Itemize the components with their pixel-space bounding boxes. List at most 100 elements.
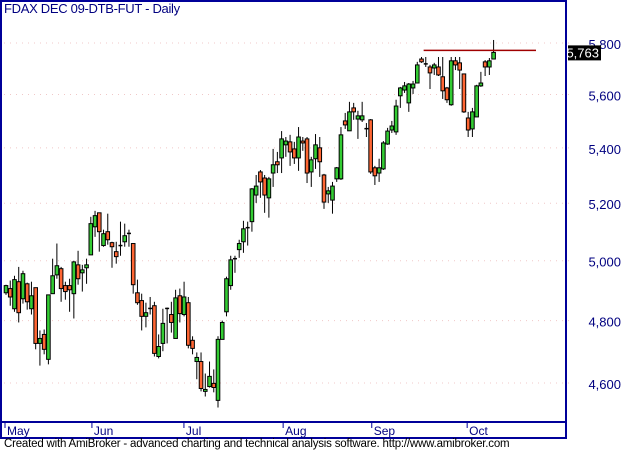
candle-up (194, 352, 200, 380)
candle-body (482, 61, 488, 68)
last-price-marker: 5,763 (566, 45, 601, 61)
candle-down (368, 119, 373, 174)
candle-body (368, 119, 373, 173)
candle-body (88, 223, 94, 256)
candle-body (325, 190, 331, 195)
candle-down (105, 213, 111, 245)
candle-body (338, 134, 344, 180)
candle-body (334, 167, 340, 180)
candle-up (228, 255, 234, 290)
candle-up (249, 188, 255, 232)
plot-frame (0, 0, 567, 423)
candle-up (207, 361, 212, 388)
candle-up (126, 229, 131, 247)
candle-up (347, 101, 352, 132)
y-tick-label: 4,600 (588, 377, 621, 392)
candle-body (54, 265, 60, 276)
candle-up (402, 81, 407, 93)
candle-body (347, 111, 352, 132)
candle-body (143, 312, 149, 317)
candle-body (487, 60, 492, 68)
candle-body (414, 64, 420, 84)
candle-body (80, 269, 85, 274)
candle-up (270, 148, 276, 187)
candle-up (338, 127, 344, 180)
candle-up (50, 258, 55, 295)
candle-body (67, 285, 72, 291)
candle-up (29, 281, 34, 315)
candle-up (46, 294, 51, 365)
candle-body (266, 178, 272, 199)
candle-body (389, 125, 395, 131)
candle-up (470, 107, 475, 138)
candle-down (275, 151, 280, 174)
candle-body (63, 285, 68, 293)
candle-body (122, 235, 128, 243)
candle-body (16, 281, 22, 314)
candle-body (474, 85, 479, 118)
candle-up (219, 320, 225, 340)
candle-body (92, 215, 98, 228)
candle-down (152, 301, 157, 357)
candle-body (29, 295, 34, 310)
y-tick-label: 5,400 (588, 142, 621, 157)
candle-up (143, 302, 149, 328)
candle-body (101, 233, 106, 247)
candle-up (410, 80, 416, 94)
candle-up (313, 134, 318, 169)
candle-body (491, 51, 496, 60)
candle-body (71, 261, 77, 295)
candle-down (465, 111, 471, 138)
candle-body (440, 76, 446, 92)
gridlines (4, 42, 572, 384)
candle-down (67, 278, 72, 312)
candle-body (105, 231, 111, 241)
candle-body (253, 185, 259, 196)
candle-up (253, 174, 259, 203)
candle-down (33, 287, 38, 350)
month-label: Jul (186, 424, 201, 438)
candle-up (393, 99, 399, 135)
candle-down (440, 56, 446, 99)
candle-down (304, 137, 310, 184)
candle-down (190, 336, 195, 355)
candle-up (215, 336, 221, 408)
candle-up (474, 84, 479, 118)
candle-up (359, 101, 365, 122)
candle-body (7, 288, 13, 298)
candle-body (194, 356, 200, 363)
candle-up (325, 186, 331, 203)
candle-body (58, 268, 64, 290)
candle-body (478, 82, 484, 87)
candle-body (398, 87, 403, 97)
candle-body (219, 321, 225, 340)
candle-up (491, 39, 496, 60)
candle-down (198, 352, 204, 392)
candle-body (393, 105, 399, 133)
candle-down (287, 134, 293, 166)
candle-body (33, 287, 38, 344)
candle-body (279, 138, 284, 159)
candle-up (448, 56, 454, 106)
candle-down (423, 56, 428, 67)
candle-down (135, 279, 140, 305)
candle-body (427, 66, 433, 74)
candle-body (444, 87, 450, 101)
candle-body (3, 285, 9, 294)
candle-down (211, 369, 217, 393)
candle-down (372, 165, 378, 185)
candle-up (122, 223, 128, 247)
candle-up (84, 258, 89, 284)
candle-down (177, 288, 183, 323)
candle-body (139, 300, 144, 317)
candle-body (313, 144, 318, 160)
y-tick-label: 5,000 (588, 255, 621, 270)
candle-body (470, 111, 475, 130)
candle-body (41, 333, 47, 350)
candle-up (330, 181, 335, 214)
candle-body (198, 361, 204, 389)
candle-up (381, 141, 386, 171)
candle-body (224, 278, 229, 313)
